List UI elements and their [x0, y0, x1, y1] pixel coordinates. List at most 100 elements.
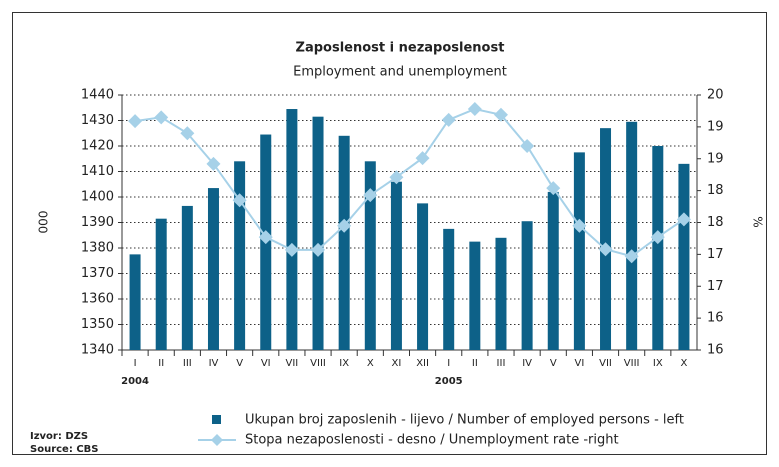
bar	[364, 161, 376, 350]
x-tick-label: III	[497, 358, 506, 369]
y2-tick-label: 19	[707, 151, 724, 166]
x-tick-label: XI	[392, 358, 402, 369]
bar	[521, 221, 533, 350]
bar	[286, 109, 298, 351]
bar	[573, 152, 585, 350]
x-tick-label: IV	[522, 358, 532, 369]
y2-tick-label: 17	[707, 247, 724, 262]
bar	[600, 128, 612, 350]
y-tick-label: 1400	[81, 190, 114, 205]
bar	[155, 218, 167, 350]
x-tick-label: X	[367, 358, 374, 369]
marker	[284, 242, 299, 257]
legend-swatch	[211, 434, 223, 446]
marker	[624, 249, 639, 264]
marker	[572, 218, 587, 233]
bar	[234, 161, 246, 350]
x-tick-label: VI	[574, 358, 584, 369]
y-tick-label: 1340	[81, 343, 114, 358]
marker	[206, 156, 221, 171]
y-tick-label: 1390	[81, 215, 114, 230]
y2-tick-label: 19	[707, 119, 724, 134]
marker	[546, 181, 561, 196]
bar	[390, 181, 402, 350]
x-tick-label: XII	[416, 358, 429, 369]
y-tick-label: 1380	[81, 241, 114, 256]
legend-label: Stopa nezaposlenosti - desno / Unemploym…	[245, 433, 619, 448]
marker	[676, 212, 691, 227]
x-tick-label: III	[183, 358, 192, 369]
y2-tick-label: 18	[707, 183, 724, 198]
bar	[443, 228, 455, 350]
y-tick-label: 1420	[81, 139, 114, 154]
marker	[598, 242, 613, 257]
marker	[493, 107, 508, 122]
x-tick-label: IV	[209, 358, 219, 369]
x-group-label: 2005	[435, 376, 463, 387]
bar	[312, 116, 324, 350]
bar	[626, 121, 638, 351]
marker	[363, 188, 378, 203]
x-tick-label: X	[681, 358, 688, 369]
line	[134, 107, 685, 258]
y2-tick-label: 18	[707, 215, 724, 230]
source: Source: CBS	[30, 444, 98, 455]
legend-swatch	[212, 415, 221, 424]
marker	[337, 218, 352, 233]
x-tick-label: I	[134, 358, 137, 369]
bar	[652, 146, 664, 350]
y-tick-label: 1360	[81, 292, 114, 307]
y2-tick-label: 16	[707, 343, 724, 358]
x-tick-label: VII	[599, 358, 612, 369]
y2-tick-label: 17	[707, 279, 724, 294]
x-tick-label: VII	[286, 358, 299, 369]
frame	[12, 12, 767, 455]
bar	[338, 135, 350, 350]
marker	[650, 230, 665, 245]
bar	[678, 163, 690, 350]
marker	[311, 242, 326, 257]
y-tick-label: 1350	[81, 317, 114, 332]
y-tick-label: 1410	[81, 164, 114, 179]
y-tick-label: 1370	[81, 266, 114, 281]
x-tick-label: V	[236, 358, 243, 369]
bar	[547, 191, 559, 350]
marker	[258, 230, 273, 245]
bar	[129, 254, 141, 350]
marker	[441, 112, 456, 127]
bar	[181, 205, 193, 350]
bar	[495, 237, 507, 350]
marker	[154, 110, 169, 125]
x-tick-label: II	[472, 358, 478, 369]
marker	[467, 102, 482, 117]
x-tick-label: II	[158, 358, 164, 369]
x-group-label: 2004	[121, 376, 149, 387]
x-tick-label: VIII	[624, 358, 640, 369]
x-tick-label: V	[550, 358, 557, 369]
marker	[389, 170, 404, 185]
bar	[469, 241, 481, 350]
marker	[232, 193, 247, 208]
y-axis-label: 000	[37, 211, 51, 234]
chart-title: Zaposlenost i nezaposlenost	[296, 41, 505, 56]
x-tick-label: VI	[261, 358, 271, 369]
bar	[207, 188, 219, 350]
marker	[180, 126, 195, 141]
x-tick-label: IX	[653, 358, 663, 369]
marker	[520, 139, 535, 153]
chart-subtitle: Employment and unemployment	[293, 65, 507, 80]
source: Izvor: DZS	[30, 431, 88, 442]
x-tick-label: I	[447, 358, 450, 369]
marker	[128, 114, 143, 129]
legend-label: Ukupan broj zaposlenih - lijevo / Number…	[245, 413, 684, 428]
x-tick-label: IX	[339, 358, 349, 369]
y2-tick-label: 16	[707, 311, 724, 326]
marker	[415, 151, 430, 166]
y2-tick-label: 20	[707, 88, 724, 103]
y-tick-label: 1440	[81, 88, 114, 103]
y2-axis-label: %	[751, 216, 765, 227]
y-tick-label: 1430	[81, 113, 114, 128]
x-tick-label: VIII	[310, 358, 326, 369]
bar	[417, 203, 429, 350]
